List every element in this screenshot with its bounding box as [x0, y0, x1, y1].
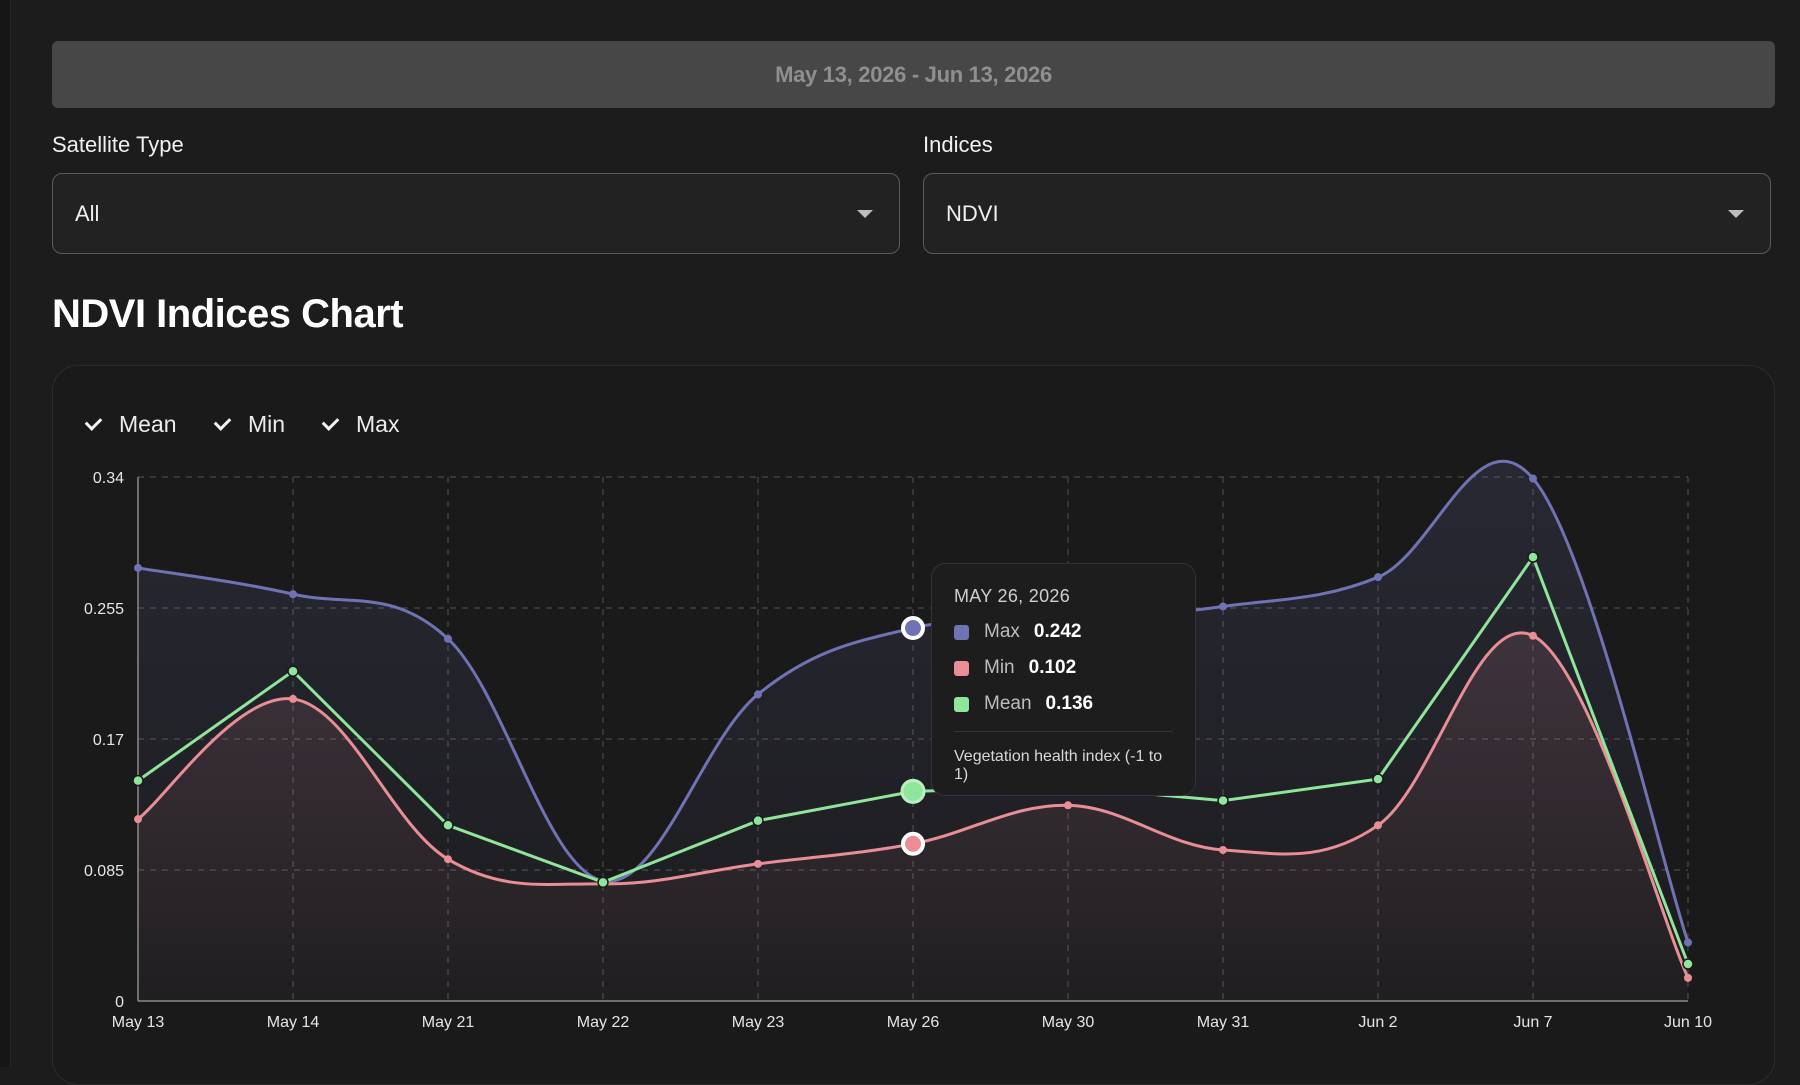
min-point [754, 859, 762, 868]
min-point [444, 855, 452, 864]
tooltip-note: Vegetation health index (-1 to 1) [954, 748, 1163, 783]
y-tick-label: 0.34 [93, 470, 124, 487]
indices-label: Indices [923, 132, 993, 157]
max-point [1219, 602, 1227, 611]
mean-point [287, 665, 299, 677]
max-series-line [137, 459, 1690, 943]
mean-point [752, 814, 764, 827]
date-range-picker[interactable]: May 13, 2026 - Jun 13, 2026 [52, 41, 1775, 108]
indices-value: NDVI [946, 200, 999, 226]
mean-point [1372, 773, 1384, 785]
left-panel-edge [0, 0, 11, 1067]
tooltip-name-mean: Mean [984, 693, 1032, 714]
mean-point [1682, 958, 1694, 970]
max-point [289, 590, 297, 599]
y-tick-label: 0 [115, 994, 124, 1011]
x-tick-label: Jun 10 [1664, 1014, 1712, 1031]
x-tick-label: May 31 [1197, 1014, 1250, 1031]
min-point [1219, 845, 1227, 854]
legend-toggle-min[interactable]: Min [213, 411, 286, 438]
tooltip-value-max: 0.242 [1033, 621, 1082, 642]
tooltip-row-max: Max 0.242 [954, 621, 1173, 643]
x-tick-label: May 26 [887, 1014, 940, 1031]
x-tick-label: May 21 [422, 1014, 475, 1031]
min-point [289, 694, 297, 703]
legend-label-max: Max [356, 411, 400, 437]
legend-label-min: Min [248, 411, 286, 437]
x-tick-label: Jun 2 [1358, 1014, 1397, 1031]
max-point [754, 690, 762, 699]
legend-label-mean: Mean [119, 411, 177, 437]
legend-toggle-max[interactable]: Max [321, 411, 400, 438]
x-tick-label: Jun 7 [1513, 1014, 1552, 1031]
chart-title: NDVI Indices Chart [52, 292, 404, 336]
min-point [1529, 631, 1537, 640]
mean-point [442, 819, 454, 832]
min-area [138, 632, 1688, 1001]
y-tick-label: 0.17 [93, 732, 124, 749]
min-point [1374, 821, 1382, 830]
min-series-line [137, 631, 1690, 979]
chevron-down-icon [857, 210, 873, 218]
x-tick-label: May 30 [1042, 1014, 1095, 1031]
mean-point [1217, 794, 1229, 807]
satellite-type-value: All [75, 200, 100, 226]
mean-point [1527, 551, 1539, 563]
min-swatch [954, 660, 969, 676]
tooltip-row-mean: Mean 0.136 [954, 693, 1173, 715]
max-point [1374, 573, 1382, 582]
y-tick-label: 0.085 [84, 863, 124, 880]
x-tick-label: May 23 [732, 1014, 785, 1031]
max-point [134, 563, 142, 572]
max-point [444, 634, 452, 643]
chevron-down-icon [1728, 210, 1744, 218]
min-point [1684, 973, 1692, 982]
tooltip-divider [954, 731, 1173, 732]
legend-toggle-mean[interactable]: Mean [84, 411, 177, 438]
mean-point-highlighted [900, 778, 926, 804]
max-point [1529, 474, 1537, 483]
satellite-type-select[interactable]: All [52, 173, 900, 254]
mean-swatch [954, 696, 969, 712]
min-point [134, 815, 142, 824]
mean-point [132, 774, 144, 787]
x-tick-label: May 14 [267, 1014, 320, 1031]
min-point-highlighted [901, 831, 925, 856]
y-tick-label: 0.255 [84, 601, 124, 618]
max-swatch [954, 624, 969, 640]
tooltip-name-max: Max [984, 621, 1020, 642]
x-tick-label: May 13 [112, 1014, 165, 1031]
tooltip-value-min: 0.102 [1028, 657, 1077, 678]
satellite-type-label: Satellite Type [52, 132, 184, 157]
tooltip-date: MAY 26, 2026 [954, 586, 1071, 606]
max-point [1684, 938, 1692, 947]
max-point-highlighted [901, 616, 925, 641]
mean-point [597, 876, 609, 889]
indices-select[interactable]: NDVI [923, 173, 1771, 254]
x-tick-label: May 22 [577, 1014, 630, 1031]
tooltip-row-min: Min 0.102 [954, 657, 1173, 679]
tooltip-value-mean: 0.136 [1045, 693, 1094, 714]
tooltip-name-min: Min [984, 657, 1015, 678]
chart-tooltip: MAY 26, 2026 Max 0.242 Min 0.102 Mean 0.… [931, 563, 1196, 796]
min-point [1064, 801, 1072, 810]
